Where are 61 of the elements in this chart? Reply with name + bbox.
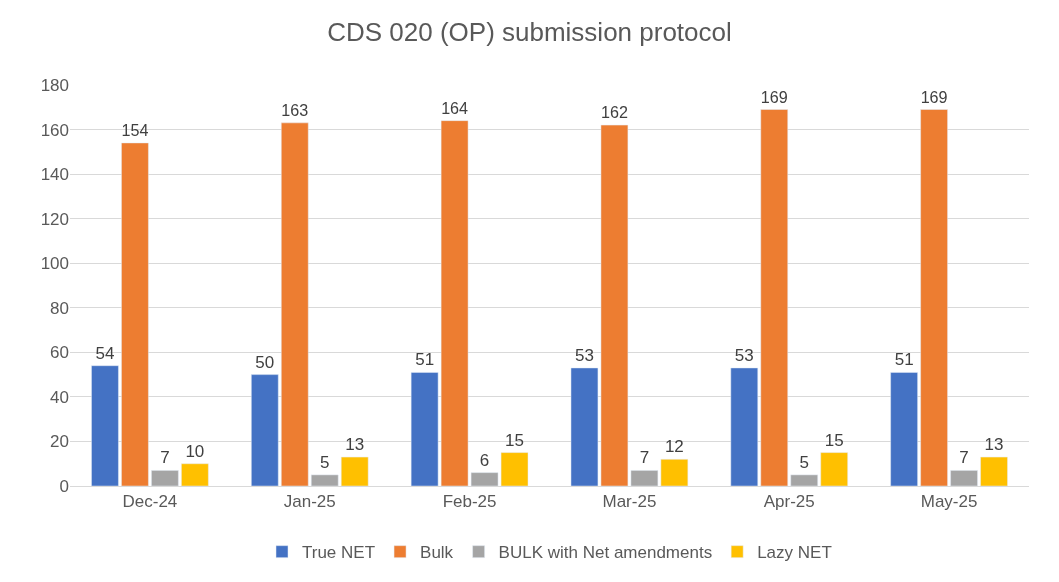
data-label: 51 [894,350,914,370]
data-label: 50 [255,352,275,372]
data-label: 13 [984,435,1004,455]
y-tick-label: 0 [59,476,69,496]
y-tick-label: 20 [50,432,69,452]
y-tick-label: 180 [40,75,69,95]
bar [920,109,948,486]
bar [340,456,369,486]
data-label: 15 [824,430,844,450]
y-tick-label: 140 [40,165,69,185]
data-label: 12 [664,437,684,457]
bar [950,470,978,486]
data-label: 15 [505,430,524,450]
x-tick-label: Apr-25 [763,492,815,512]
y-tick-label: 60 [50,343,69,363]
data-label: 162 [600,103,628,122]
x-tick-label: May-25 [920,492,978,512]
y-tick-label: 100 [40,254,69,274]
bar [251,374,279,486]
x-tick-label: Mar-25 [602,492,657,512]
x-tick-label: Dec-24 [122,492,178,512]
data-label: 163 [281,101,309,120]
data-label: 7 [639,448,650,468]
data-label: 169 [920,87,948,106]
data-label: 13 [345,435,365,455]
chart-title: CDS 020 (OP) submission protocol [327,17,732,48]
y-tick-label: 80 [50,298,69,318]
data-label: 53 [734,345,754,365]
legend-label: Lazy NET [757,543,832,563]
legend-label: Bulk [420,543,454,563]
bar [91,365,119,486]
bar [281,122,309,486]
bar [760,109,788,486]
bar [790,474,818,486]
y-tick-label: 160 [40,120,69,140]
legend-label: True NET [302,543,376,563]
data-label: 6 [479,450,490,470]
data-label: 5 [799,452,809,472]
bar [890,372,918,486]
data-label: 53 [575,345,594,365]
x-tick-label: Feb-25 [442,492,497,512]
bar [151,470,179,486]
y-tick-label: 40 [50,387,69,407]
data-label: 54 [95,343,115,363]
legend-label: BULK with Net amendments [498,543,713,563]
x-tick-label: Jan-25 [283,492,336,512]
bar [181,463,209,486]
data-label: 154 [121,121,149,140]
data-label: 5 [320,452,330,472]
bar [121,142,149,486]
data-label: 164 [441,98,469,117]
y-tick-label: 120 [40,209,69,229]
bar [730,367,759,486]
bar [311,474,339,486]
data-label: 7 [959,448,969,468]
data-label: 169 [760,87,788,106]
bar [980,456,1008,486]
data-label: 51 [415,350,435,370]
bar [820,452,848,486]
data-label: 7 [160,448,170,468]
data-label: 10 [185,441,205,461]
